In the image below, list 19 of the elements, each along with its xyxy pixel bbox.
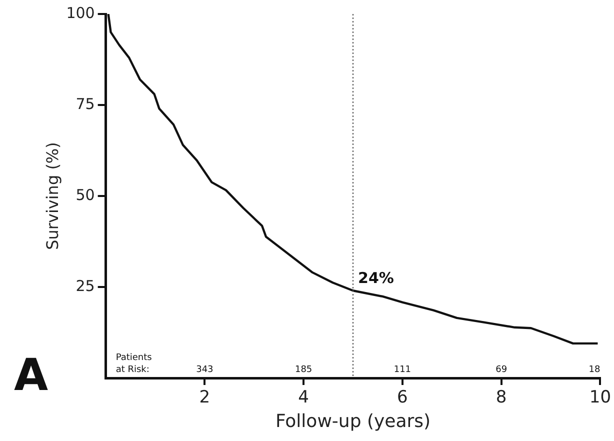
x-tick-label: 2 xyxy=(199,388,210,408)
annotation: 69 xyxy=(496,365,508,375)
x-axis-title: Follow-up (years) xyxy=(275,410,431,432)
y-tick-label: 100 xyxy=(66,4,95,22)
annotation: 18 xyxy=(588,365,600,375)
y-axis-title: Surviving (%) xyxy=(42,142,62,250)
y-tick-label: 25 xyxy=(76,276,95,295)
x-tick-label: 6 xyxy=(397,388,408,408)
annotation: Patients at Risk: xyxy=(116,353,152,375)
y-tick-label: 75 xyxy=(76,94,95,113)
annotation: 343 xyxy=(196,365,214,375)
x-tick-label: 8 xyxy=(496,388,507,408)
annotation: 24% xyxy=(358,269,394,288)
x-tick-label: 4 xyxy=(298,388,309,408)
y-tick-label: 50 xyxy=(76,186,95,204)
text: A xyxy=(14,350,48,401)
annotation: 111 xyxy=(394,365,412,375)
annotation: 185 xyxy=(294,365,312,375)
x-tick-label: 10 xyxy=(589,388,612,408)
